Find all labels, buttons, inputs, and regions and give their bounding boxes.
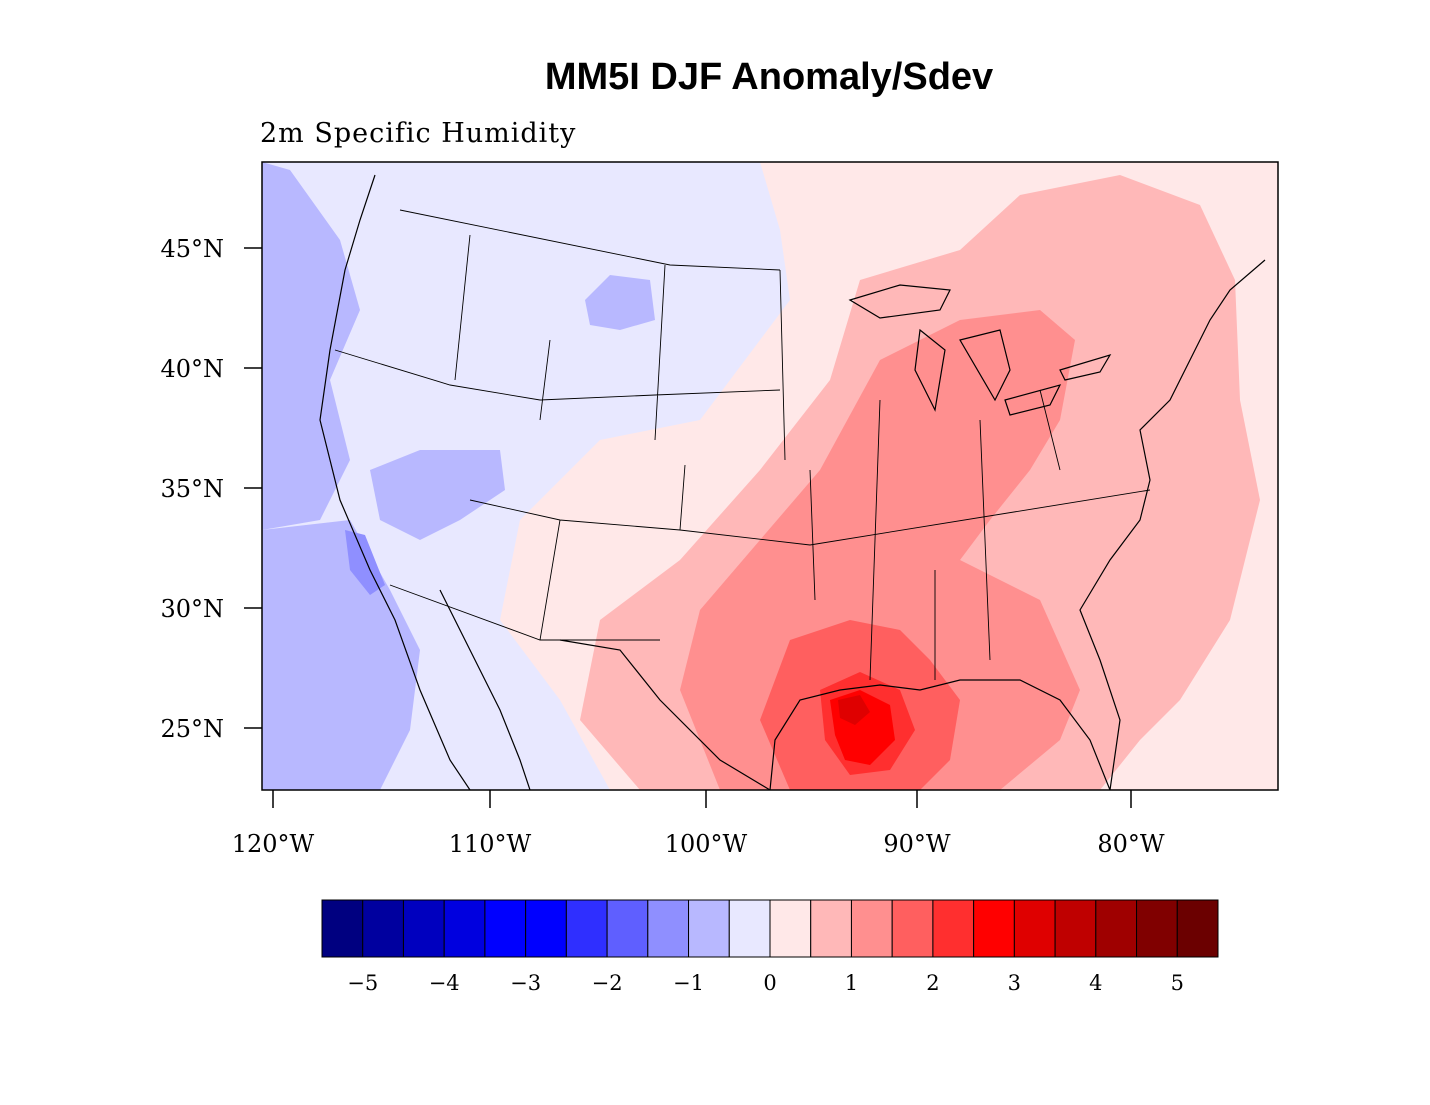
colorbar-label: −3 bbox=[510, 971, 541, 995]
colorbar-swatch bbox=[525, 899, 567, 958]
great-lakes bbox=[848, 284, 1112, 416]
colorbar-swatch bbox=[1054, 899, 1097, 958]
coastlines bbox=[319, 174, 1266, 790]
colorbar-swatch bbox=[932, 899, 975, 958]
lat-label-30: 30°N bbox=[160, 595, 224, 623]
colorbar-swatch bbox=[1136, 899, 1178, 958]
colorbar-swatch bbox=[647, 899, 690, 958]
colorbar-swatch bbox=[891, 899, 934, 958]
colorbar-label: −1 bbox=[673, 971, 704, 995]
colorbar-swatch bbox=[850, 899, 893, 958]
colorbar-label: −2 bbox=[592, 971, 623, 995]
colorbar-swatch bbox=[1013, 899, 1056, 958]
lat-label-25: 25°N bbox=[160, 715, 224, 743]
longitude-axis: 120°W 110°W 100°W 90°W 80°W bbox=[232, 790, 1165, 858]
colorbar-swatch bbox=[728, 899, 771, 958]
map-plot-area bbox=[262, 162, 1278, 790]
latitude-axis: 45°N 40°N 35°N 30°N 25°N bbox=[160, 235, 262, 743]
colorbar-swatch bbox=[769, 899, 812, 958]
contour-neg-montana bbox=[585, 275, 655, 330]
colorbar-label: 5 bbox=[1171, 971, 1184, 995]
colorbar-swatch bbox=[606, 899, 649, 958]
colorbar-swatch bbox=[362, 899, 404, 958]
colorbar-swatch bbox=[1095, 899, 1138, 958]
colorbar-label: 1 bbox=[845, 971, 858, 995]
colorbar-label: −4 bbox=[429, 971, 460, 995]
colorbar-swatch bbox=[1176, 899, 1219, 958]
colorbar-swatch bbox=[688, 899, 730, 958]
colorbar-swatch bbox=[402, 899, 445, 958]
lat-label-40: 40°N bbox=[160, 355, 224, 383]
colorbar-swatch bbox=[565, 899, 608, 958]
lon-label-100: 100°W bbox=[665, 830, 748, 858]
colorbar-label: 2 bbox=[926, 971, 939, 995]
contour-neg-west bbox=[262, 162, 360, 530]
state-borders bbox=[334, 209, 1151, 681]
colorbar-label: 0 bbox=[763, 971, 776, 995]
figure-title: MM5I DJF Anomaly/Sdev bbox=[544, 56, 994, 98]
lon-label-90: 90°W bbox=[883, 830, 951, 858]
contour-neg-nevada bbox=[370, 450, 505, 540]
colorbar-swatch bbox=[973, 899, 1015, 958]
variable-subtitle: 2m Specific Humidity bbox=[260, 118, 577, 149]
lon-label-110: 110°W bbox=[449, 830, 532, 858]
colorbar-swatch bbox=[443, 899, 486, 958]
lat-label-45: 45°N bbox=[160, 235, 224, 263]
contour-pos-6 bbox=[838, 695, 870, 725]
colorbar-label: 3 bbox=[1008, 971, 1021, 995]
colorbar-label: 4 bbox=[1089, 971, 1102, 995]
colorbar-label: −5 bbox=[347, 971, 378, 995]
lon-label-120: 120°W bbox=[232, 830, 315, 858]
lon-label-80: 80°W bbox=[1097, 830, 1165, 858]
colorbar-swatch bbox=[484, 899, 527, 958]
colorbar bbox=[321, 899, 1219, 958]
map-frame bbox=[261, 161, 1279, 791]
lat-label-35: 35°N bbox=[160, 475, 224, 503]
colorbar-labels: −5 −4 −3 −2 −1 0 1 2 3 4 5 bbox=[347, 971, 1184, 995]
colorbar-swatch bbox=[321, 899, 364, 958]
colorbar-swatch bbox=[810, 899, 852, 958]
